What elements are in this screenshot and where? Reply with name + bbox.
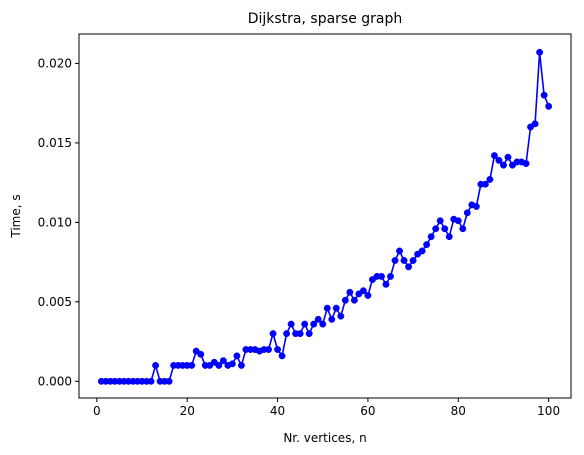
data-point [233,352,241,360]
data-point [314,315,322,323]
data-point [228,360,236,368]
y-tick-label: 0.015 [38,136,72,150]
data-point [391,257,399,264]
x-tick-label: 60 [360,404,375,418]
y-axis-label: Time, s [9,194,23,238]
data-point [423,241,431,249]
axes-frame [78,33,572,399]
data-point [463,209,471,217]
data-point [287,320,295,328]
data-point [432,225,440,233]
data-point [346,288,354,296]
data-point [337,312,345,320]
data-point [283,330,291,338]
data-point [500,161,507,169]
data-point [305,330,313,338]
data-point [296,330,304,338]
data-point [147,377,155,385]
data-point [522,160,530,168]
y-tick-label: 0.020 [38,56,72,70]
data-point [445,233,453,241]
data-point [350,296,358,304]
data-point [341,296,349,304]
data-point [540,91,548,99]
data-point [454,217,462,225]
data-point [400,257,408,264]
x-tick-label: 100 [537,404,560,418]
data-point [219,357,227,365]
data-point [215,361,223,369]
data-point [472,203,480,210]
data-point [387,272,394,280]
data-point [269,330,277,338]
data-point [152,361,160,369]
data-point [328,315,336,323]
y-tick-label: 0.000 [38,374,72,388]
data-point [188,361,196,369]
data-point [301,320,309,328]
data-point [378,272,385,280]
x-tick-label: 20 [180,404,195,418]
y-axis-ticks: 0.000 0.005 0.010 0.015 0.020 [38,56,79,388]
data-point [405,263,413,271]
data-point [165,377,173,385]
data-point [545,102,553,110]
data-point [436,217,444,225]
data-point [265,346,272,353]
data-point [197,350,205,358]
chart-title: Dijkstra, sparse graph [248,11,403,27]
data-point [418,247,426,255]
x-tick-label: 80 [451,404,466,418]
series-layer [97,48,553,385]
data-point [459,225,467,233]
y-tick-label: 0.010 [38,215,72,229]
data-point [323,304,331,312]
data-point [396,247,403,255]
data-point [409,257,417,264]
x-tick-label: 0 [93,404,101,418]
data-point [359,287,367,295]
data-point [278,352,286,360]
data-point [495,156,503,164]
data-point [490,152,498,160]
data-point [504,153,512,161]
y-tick-label: 0.005 [38,295,72,309]
data-point [319,320,327,328]
x-axis-ticks: 0 20 40 60 80 100 [93,398,560,418]
data-point [237,361,245,369]
data-point [441,225,449,233]
data-point [364,292,372,299]
data-point [382,280,390,288]
data-point [481,180,489,188]
x-axis-label: Nr. vertices, n [283,431,366,445]
data-point [427,233,435,241]
data-point [531,120,539,128]
data-point [332,304,340,312]
data-point [536,48,544,56]
data-point [486,175,494,183]
data-point [310,320,318,328]
data-point [274,346,282,353]
x-tick-label: 40 [270,404,285,418]
